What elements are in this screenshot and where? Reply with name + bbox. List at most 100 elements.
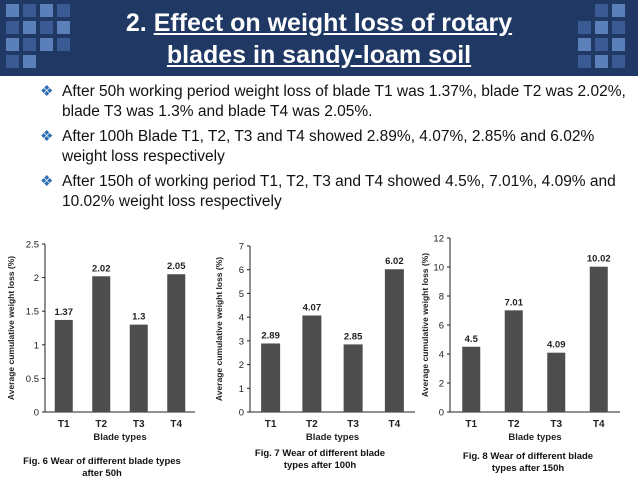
y-tick-label: 2.5 [26, 240, 39, 251]
x-tick-label: T1 [465, 419, 477, 430]
y-tick-label: 10 [433, 263, 444, 274]
bar-T1 [54, 319, 73, 412]
y-tick-label: 4 [439, 350, 444, 361]
decorative-square [23, 55, 36, 68]
y-tick-label: 0 [439, 408, 444, 419]
bar-T1 [261, 343, 281, 412]
y-tick-label: 2 [439, 379, 444, 390]
figure-caption: types after 100h [284, 460, 357, 471]
y-tick-label: 4 [239, 313, 244, 324]
figure-caption: after 50h [82, 468, 122, 478]
x-tick-label: T4 [170, 419, 182, 430]
y-tick-label: 6 [239, 265, 244, 276]
figure-caption: Fig. 6 Wear of different blade types [23, 456, 181, 467]
y-tick-label: 1 [34, 340, 39, 351]
data-label: 2.02 [92, 263, 111, 274]
y-axis-label: Average cumulative weight loss (%) [420, 253, 430, 397]
bar-T1 [462, 346, 481, 412]
x-axis-label: Blade types [93, 432, 146, 443]
data-label: 2.89 [261, 330, 280, 341]
data-label: 4.09 [547, 340, 566, 351]
bullet-text: After 50h working period weight loss of … [62, 83, 626, 120]
data-label: 4.5 [465, 334, 479, 345]
bullet-item: ❖ After 50h working period weight loss o… [40, 82, 630, 122]
bullet-item: ❖ After 100h Blade T1, T2, T3 and T4 sho… [40, 127, 630, 167]
x-tick-label: T1 [265, 419, 277, 430]
slide-number: 2. [125, 9, 147, 37]
slide-title-line-1: 2. Effect on weight loss of rotary [70, 8, 568, 38]
figure-caption: types after 150h [492, 463, 565, 474]
x-tick-label: T3 [133, 419, 145, 430]
bar-T2 [92, 276, 111, 412]
diamond-bullet-icon: ❖ [40, 173, 54, 190]
y-tick-label: 0.5 [26, 374, 39, 385]
decorative-square [57, 38, 70, 51]
x-axis-label: Blade types [508, 432, 561, 443]
y-tick-label: 3 [239, 336, 244, 347]
decorative-square [23, 38, 36, 51]
diamond-bullet-icon: ❖ [40, 128, 54, 145]
data-label: 2.85 [344, 331, 363, 342]
x-tick-label: T3 [347, 419, 359, 430]
x-tick-label: T4 [593, 419, 605, 430]
slide-title-text-1: Effect on weight loss of rotary [153, 9, 513, 37]
decorative-square [595, 55, 608, 68]
decorative-square [6, 4, 19, 17]
figure-caption: Fig. 8 Wear of different blade [463, 451, 593, 462]
data-label: 6.02 [385, 256, 404, 267]
x-tick-label: T4 [389, 419, 401, 430]
decorative-square [23, 21, 36, 34]
decorative-square [6, 38, 19, 51]
decorative-square [612, 55, 625, 68]
decorative-square [40, 21, 53, 34]
y-tick-label: 12 [433, 234, 444, 245]
decorative-square [595, 21, 608, 34]
decorative-square [595, 38, 608, 51]
decorative-square [40, 38, 53, 51]
decorative-square [40, 4, 53, 17]
bullet-text: After 100h Blade T1, T2, T3 and T4 showe… [62, 128, 595, 165]
bar-T3 [547, 352, 566, 412]
bar-T4 [384, 269, 404, 412]
x-tick-label: T2 [508, 419, 520, 430]
decorative-square [595, 4, 608, 17]
y-tick-label: 5 [239, 289, 244, 300]
y-tick-label: 1 [239, 384, 244, 395]
slide-title-text-2: blades in sandy-loam soil [166, 41, 472, 69]
decorative-square [6, 55, 19, 68]
decorative-square [612, 21, 625, 34]
y-tick-label: 0 [34, 408, 39, 419]
y-axis-label: Average cumulative weight loss (%) [214, 257, 224, 401]
x-tick-label: T2 [95, 419, 107, 430]
y-tick-label: 8 [439, 292, 444, 303]
bullet-item: ❖ After 150h of working period T1, T2, T… [40, 172, 630, 212]
y-tick-label: 1.5 [26, 307, 39, 318]
bar-chart-150h: 0 2 4 6 8 10 12 4.5 T1 7.01 T2 4.09 T3 10.02 T4 Blade t… [420, 234, 620, 474]
decorative-square [23, 4, 36, 17]
figure-caption: Fig. 7 Wear of different blade [255, 448, 385, 459]
data-label: 2.05 [167, 261, 186, 272]
data-label: 4.07 [303, 302, 322, 313]
decorative-square [578, 55, 591, 68]
y-axis-label: Average cumulative weight loss (%) [6, 256, 16, 400]
diamond-bullet-icon: ❖ [40, 83, 54, 100]
bar-T4 [589, 266, 608, 412]
x-tick-label: T1 [58, 419, 70, 430]
decorative-square [57, 21, 70, 34]
decorative-square [612, 4, 625, 17]
decorative-square [612, 38, 625, 51]
data-label: 10.02 [587, 254, 611, 265]
bar-T2 [302, 315, 322, 412]
x-axis-label: Blade types [306, 432, 359, 443]
y-tick-label: 6 [439, 321, 444, 332]
y-tick-label: 2 [239, 360, 244, 371]
bar-chart-50h: 0 0.5 1 1.5 2 2.5 1.37 T1 2.02 T2 1.3 T3 2.05 T4 Blade… [6, 240, 195, 478]
decorative-square [6, 21, 19, 34]
slide-title-line-2: blades in sandy-loam soil [70, 40, 568, 70]
bullet-text: After 150h of working period T1, T2, T3 … [62, 173, 616, 210]
y-tick-label: 7 [239, 242, 244, 253]
x-tick-label: T2 [306, 419, 318, 430]
decorative-square [578, 21, 591, 34]
data-label: 1.37 [55, 307, 74, 318]
bar-T3 [129, 324, 148, 412]
